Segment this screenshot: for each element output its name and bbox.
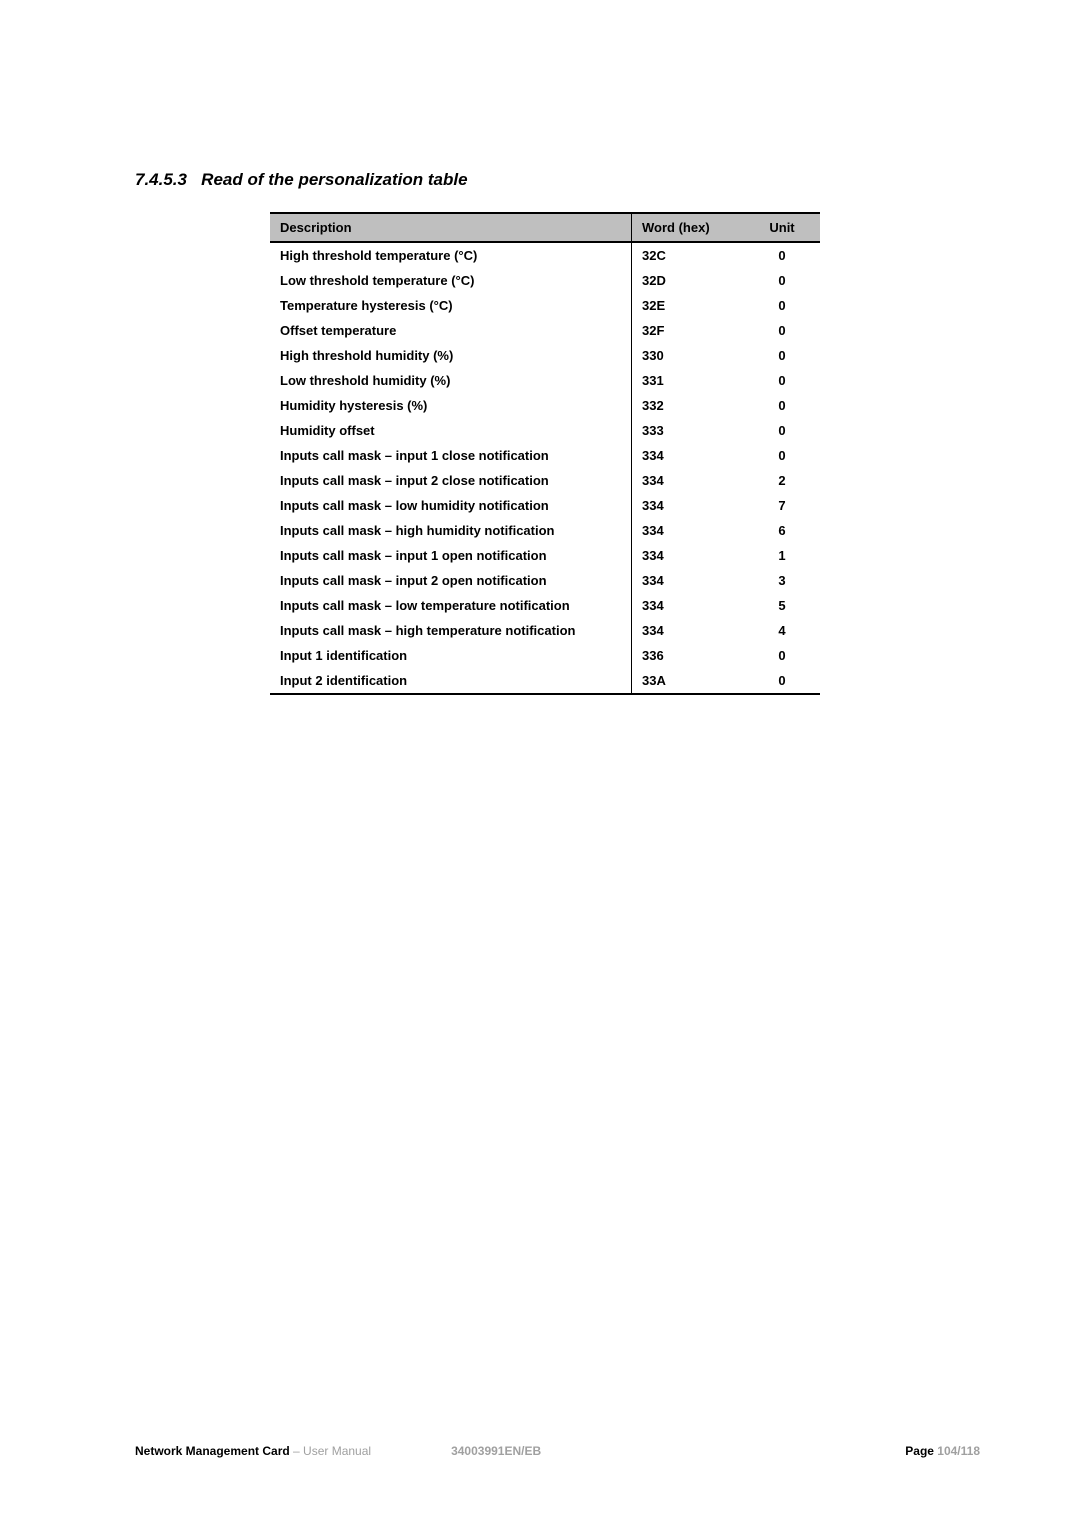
cell-unit: 7 xyxy=(744,493,820,518)
cell-description: Inputs call mask – input 1 open notifica… xyxy=(270,543,632,568)
cell-word: 32D xyxy=(632,268,745,293)
col-header-unit: Unit xyxy=(744,213,820,242)
cell-description: High threshold humidity (%) xyxy=(270,343,632,368)
cell-word: 330 xyxy=(632,343,745,368)
cell-description: Input 1 identification xyxy=(270,643,632,668)
cell-unit: 0 xyxy=(744,393,820,418)
col-header-description: Description xyxy=(270,213,632,242)
table-row: Inputs call mask – high temperature noti… xyxy=(270,618,820,643)
cell-unit: 0 xyxy=(744,418,820,443)
cell-word: 334 xyxy=(632,618,745,643)
cell-word: 334 xyxy=(632,568,745,593)
section-number: 7.4.5.3 xyxy=(135,170,187,189)
cell-unit: 4 xyxy=(744,618,820,643)
cell-description: Humidity offset xyxy=(270,418,632,443)
cell-unit: 5 xyxy=(744,593,820,618)
footer-page-num: 104/118 xyxy=(937,1444,980,1458)
table-row: Low threshold humidity (%)3310 xyxy=(270,368,820,393)
table-row: Low threshold temperature (°C)32D0 xyxy=(270,268,820,293)
cell-description: Inputs call mask – input 2 close notific… xyxy=(270,468,632,493)
cell-unit: 0 xyxy=(744,643,820,668)
table-row: Inputs call mask – high humidity notific… xyxy=(270,518,820,543)
table-row: Inputs call mask – low temperature notif… xyxy=(270,593,820,618)
cell-word: 333 xyxy=(632,418,745,443)
table-row: Inputs call mask – low humidity notifica… xyxy=(270,493,820,518)
cell-description: Inputs call mask – input 2 open notifica… xyxy=(270,568,632,593)
cell-word: 32F xyxy=(632,318,745,343)
table-row: Inputs call mask – input 1 close notific… xyxy=(270,443,820,468)
cell-word: 336 xyxy=(632,643,745,668)
cell-word: 332 xyxy=(632,393,745,418)
cell-word: 32C xyxy=(632,242,745,268)
cell-description: Inputs call mask – input 1 close notific… xyxy=(270,443,632,468)
table-row: Temperature hysteresis (°C)32E0 xyxy=(270,293,820,318)
cell-description: Low threshold temperature (°C) xyxy=(270,268,632,293)
cell-unit: 1 xyxy=(744,543,820,568)
page-footer: Network Management Card – User Manual 34… xyxy=(135,1444,980,1458)
table-header-row: Description Word (hex) Unit xyxy=(270,213,820,242)
cell-unit: 0 xyxy=(744,293,820,318)
footer-page-label: Page xyxy=(905,1444,937,1458)
col-header-word: Word (hex) xyxy=(632,213,745,242)
cell-word: 334 xyxy=(632,518,745,543)
table-row: Inputs call mask – input 2 close notific… xyxy=(270,468,820,493)
table-row: Inputs call mask – input 1 open notifica… xyxy=(270,543,820,568)
cell-unit: 0 xyxy=(744,443,820,468)
footer-doc-title: Network Management Card xyxy=(135,1444,290,1458)
cell-description: Input 2 identification xyxy=(270,668,632,694)
footer-doc-suffix: – User Manual xyxy=(290,1444,371,1458)
table-row: Humidity offset3330 xyxy=(270,418,820,443)
cell-unit: 6 xyxy=(744,518,820,543)
cell-description: Inputs call mask – low humidity notifica… xyxy=(270,493,632,518)
table-row: Inputs call mask – input 2 open notifica… xyxy=(270,568,820,593)
cell-unit: 0 xyxy=(744,268,820,293)
table-row: High threshold temperature (°C)32C0 xyxy=(270,242,820,268)
footer-page: Page 104/118 xyxy=(905,1444,980,1458)
table-row: Input 2 identification33A0 xyxy=(270,668,820,694)
cell-description: High threshold temperature (°C) xyxy=(270,242,632,268)
cell-word: 33A xyxy=(632,668,745,694)
table-row: Humidity hysteresis (%)3320 xyxy=(270,393,820,418)
table-row: High threshold humidity (%)3300 xyxy=(270,343,820,368)
cell-word: 334 xyxy=(632,443,745,468)
footer-doc-code: 34003991EN/EB xyxy=(451,1444,541,1458)
cell-word: 334 xyxy=(632,493,745,518)
cell-description: Humidity hysteresis (%) xyxy=(270,393,632,418)
cell-word: 334 xyxy=(632,593,745,618)
section-heading: 7.4.5.3 Read of the personalization tabl… xyxy=(135,170,945,190)
personalization-table: Description Word (hex) Unit High thresho… xyxy=(270,212,820,695)
cell-description: Temperature hysteresis (°C) xyxy=(270,293,632,318)
section-title: Read of the personalization table xyxy=(201,170,467,189)
cell-word: 334 xyxy=(632,543,745,568)
cell-unit: 0 xyxy=(744,368,820,393)
cell-unit: 0 xyxy=(744,318,820,343)
cell-description: Inputs call mask – high temperature noti… xyxy=(270,618,632,643)
cell-unit: 3 xyxy=(744,568,820,593)
table-row: Input 1 identification3360 xyxy=(270,643,820,668)
cell-description: Low threshold humidity (%) xyxy=(270,368,632,393)
cell-word: 334 xyxy=(632,468,745,493)
cell-word: 331 xyxy=(632,368,745,393)
cell-description: Offset temperature xyxy=(270,318,632,343)
cell-unit: 0 xyxy=(744,668,820,694)
cell-unit: 0 xyxy=(744,343,820,368)
table-row: Offset temperature32F0 xyxy=(270,318,820,343)
cell-description: Inputs call mask – high humidity notific… xyxy=(270,518,632,543)
cell-unit: 2 xyxy=(744,468,820,493)
cell-word: 32E xyxy=(632,293,745,318)
cell-unit: 0 xyxy=(744,242,820,268)
cell-description: Inputs call mask – low temperature notif… xyxy=(270,593,632,618)
